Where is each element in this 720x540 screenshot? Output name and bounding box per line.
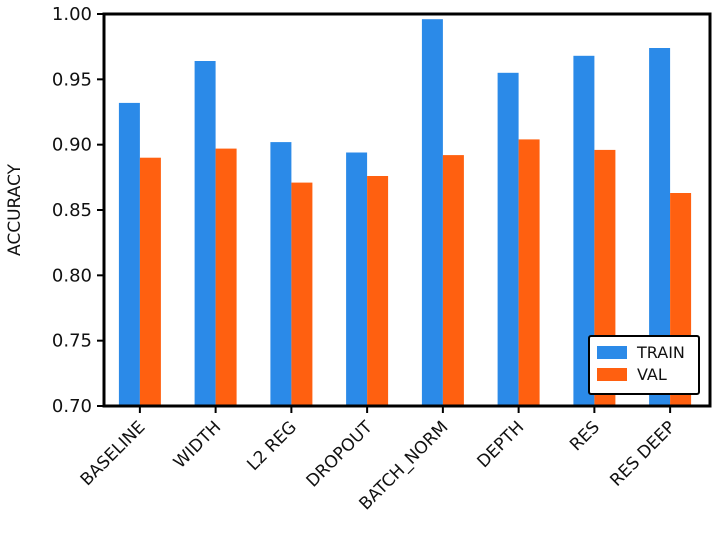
x-tick-label-depth: DEPTH [474,417,529,472]
x-tick-label-l2-reg: L2 REG [243,417,301,475]
y-tick-label: 0.75 [52,331,92,352]
bar-train-dropout [346,152,368,406]
x-tick-label-res: RES [566,417,604,455]
legend-swatch-val [597,368,627,381]
legend: TRAIN VAL [588,335,700,395]
bar-val-batch-norm [442,155,464,406]
y-tick-label: 1.00 [52,4,92,25]
x-tick-label-width: WIDTH [170,417,225,472]
legend-label-val: VAL [637,365,667,384]
x-tick-label-dropout: DROPOUT [303,417,377,491]
bar-train-width [194,61,216,406]
plot-frame [102,12,712,408]
bar-val-width [215,148,237,406]
watermark-text: 掘金技术社区 @ 数据智能老司机 [478,505,712,524]
bar-val-baseline [139,157,161,406]
y-tick-label: 0.95 [52,69,92,90]
y-tick-label: 0.70 [52,396,92,417]
bar-train-batch-norm [421,19,443,406]
bar-val-dropout [367,176,389,406]
bar-train-res-deep [649,48,671,406]
y-tick-label: 0.90 [52,135,92,156]
bar-val-depth [518,139,540,406]
y-tick-label: 0.80 [52,265,92,286]
y-axis-ticks: 0.70 0.75 0.80 0.85 0.90 0.95 1.00 [52,4,104,417]
bar-train-baseline [118,102,140,407]
x-tick-label-res-deep: RES DEEP [606,417,679,490]
bar-train-l2-reg [270,142,292,406]
bar-val-l2-reg [291,182,313,406]
y-tick-label: 0.85 [52,200,92,221]
bar-train-depth [497,72,519,407]
legend-swatch-train [597,346,627,359]
bar-train-res [573,55,595,407]
x-tick-label-baseline: BASELINE [77,417,150,490]
y-axis-label: ACCURACY [5,163,25,256]
legend-label-train: TRAIN [636,343,685,362]
